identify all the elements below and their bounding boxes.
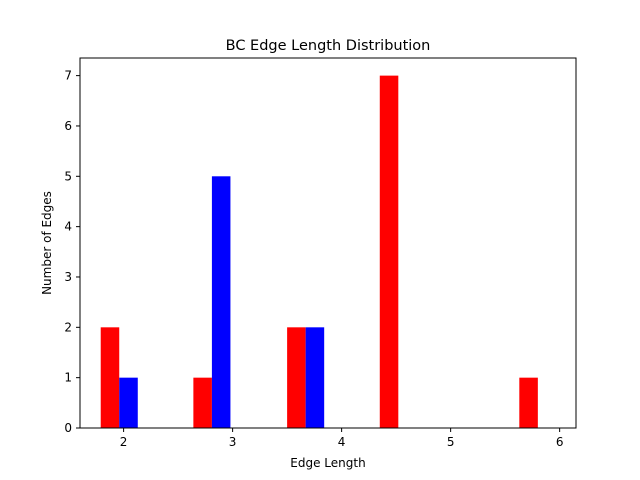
y-tick-label: 0 (64, 421, 72, 435)
bar-blue-0 (119, 377, 138, 428)
y-tick-label: 6 (64, 119, 72, 133)
bar-red-2 (287, 327, 306, 428)
y-tick-label: 4 (64, 220, 72, 234)
x-tick-label: 6 (556, 435, 564, 449)
bar-red-4 (519, 377, 538, 428)
bar-blue-2 (305, 327, 325, 428)
x-tick-label: 2 (120, 435, 128, 449)
chart-title: BC Edge Length Distribution (226, 38, 431, 54)
y-tick-label: 3 (64, 270, 72, 284)
y-tick-label: 2 (64, 320, 72, 334)
y-tick-label: 1 (64, 371, 72, 385)
x-axis-label: Edge Length (290, 456, 365, 470)
x-tick-label: 5 (447, 435, 455, 449)
plot-frame (79, 57, 577, 429)
bars-group (100, 75, 538, 428)
y-tick-label: 7 (64, 69, 72, 83)
x-tick-label: 3 (229, 435, 237, 449)
bar-red-3 (379, 75, 399, 428)
x-tick-label: 4 (338, 435, 346, 449)
bar-blue-1 (211, 176, 231, 428)
bar-red-0 (100, 327, 120, 428)
x-axis-ticks: 2 3 4 5 6 (120, 428, 564, 449)
y-axis-ticks: 0 1 2 3 4 5 6 7 (64, 69, 80, 435)
y-tick-label: 5 (64, 169, 72, 183)
bar-red-1 (193, 377, 212, 428)
y-axis-label: Number of Edges (40, 191, 54, 295)
